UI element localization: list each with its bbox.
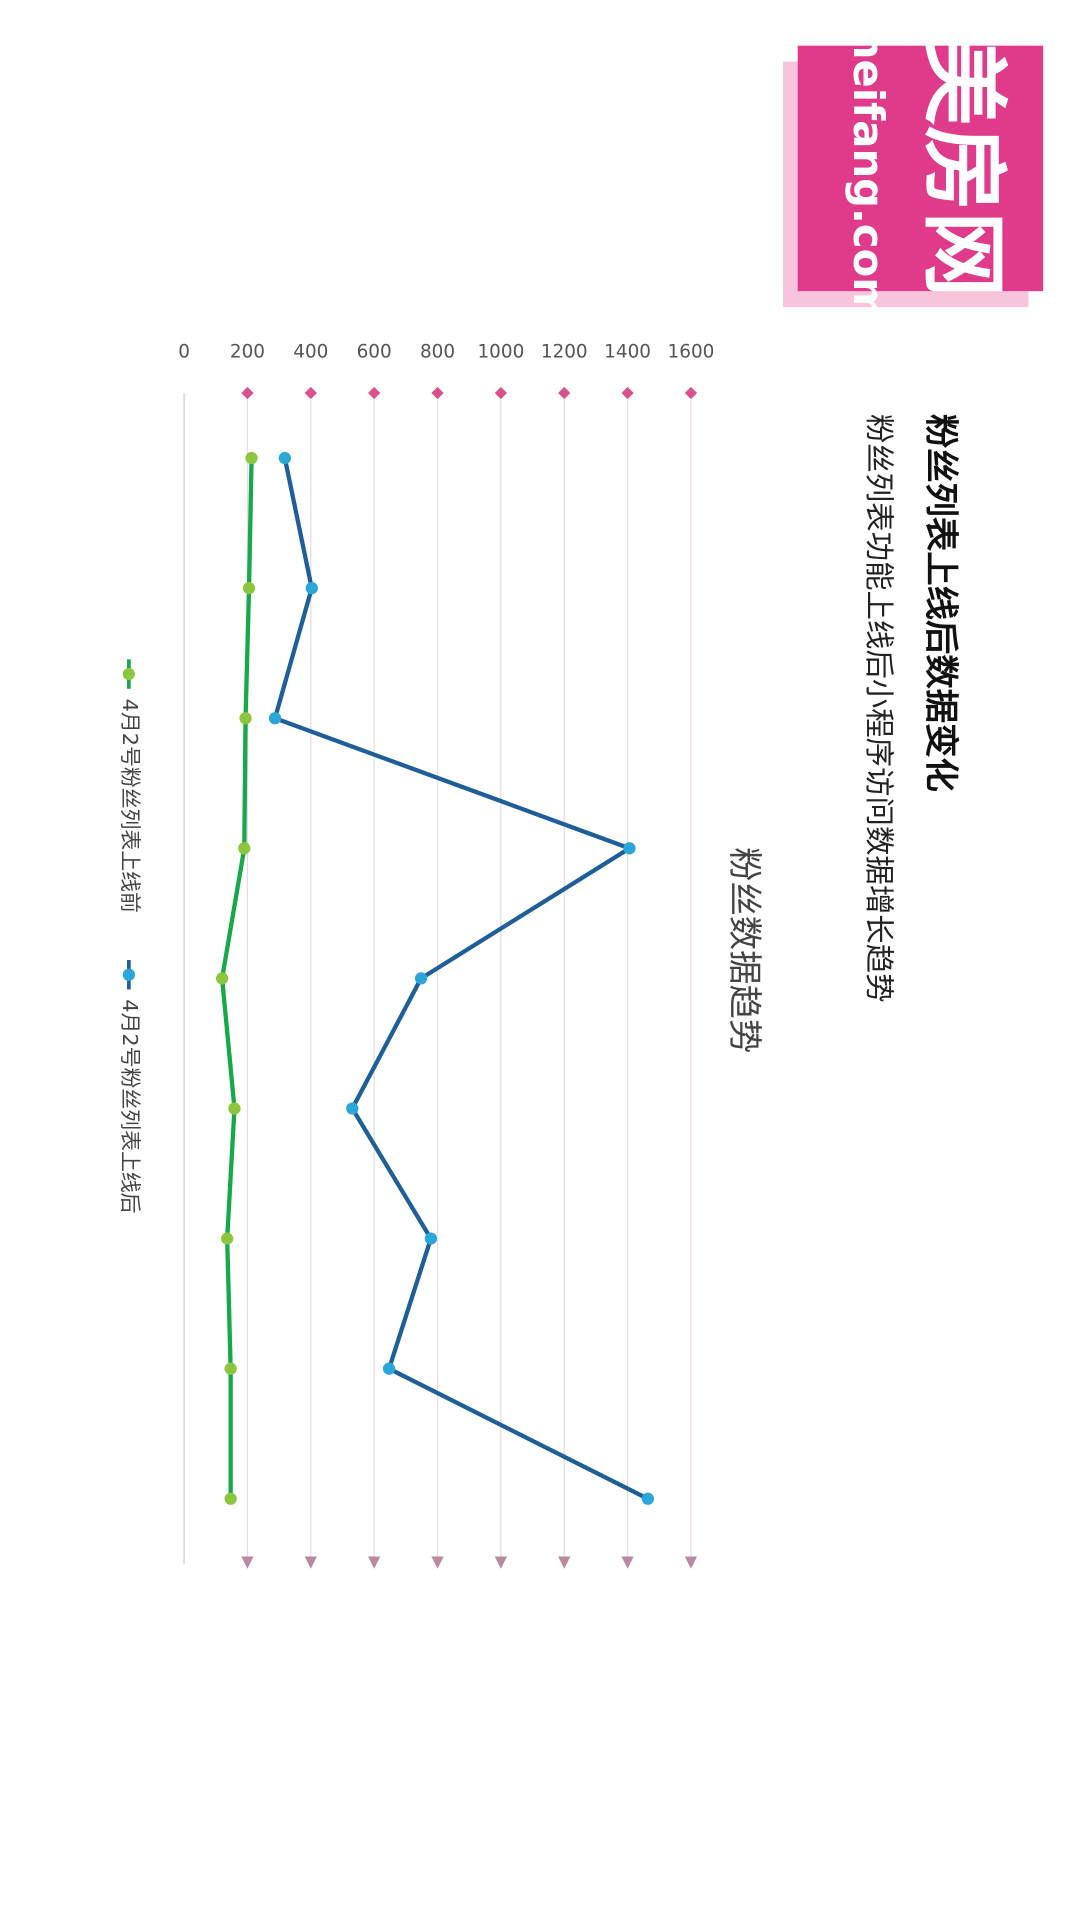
tick-diamond <box>494 386 508 400</box>
series-line <box>272 457 649 1501</box>
chart-title: 粉丝数据趋势 <box>724 847 764 1053</box>
y-tick-label: 800 <box>420 342 455 363</box>
logo-box <box>797 45 1044 292</box>
tick-diamond <box>684 386 698 400</box>
data-point <box>278 451 291 465</box>
tick-triangle <box>558 1556 571 1569</box>
data-point <box>414 972 428 985</box>
logo-name: 美房网 <box>913 40 1013 298</box>
y-tick-label: 0 <box>178 342 190 363</box>
tick-triangle <box>621 1556 634 1569</box>
data-point <box>641 1492 655 1505</box>
tick-diamond <box>241 386 254 400</box>
y-tick-label: 1200 <box>541 341 588 362</box>
y-tick-label: 1000 <box>477 342 524 363</box>
tick-triangle <box>431 1556 444 1569</box>
subtitle: 粉丝列表功能上线后小程序访问数据增长趋势 <box>862 414 896 1003</box>
tick-triangle <box>304 1556 317 1569</box>
data-point <box>242 581 256 595</box>
tick-diamond <box>431 386 444 400</box>
data-point <box>424 1232 438 1245</box>
data-point <box>305 581 318 595</box>
rotated-content: 美房网 meifang.com 粉丝列表上线后数据变化 粉丝列表功能上线后小程序… <box>118 16 1044 1569</box>
data-point <box>221 1232 234 1245</box>
tick-triangle <box>684 1556 698 1569</box>
legend-marker <box>122 968 135 981</box>
tick-diamond <box>304 386 317 400</box>
y-tick-label: 600 <box>357 342 392 363</box>
y-tick-label: 1400 <box>604 342 651 363</box>
data-point <box>623 842 636 855</box>
data-point <box>382 1362 396 1375</box>
data-point <box>224 1492 237 1505</box>
tick-diamond <box>368 386 381 400</box>
data-point <box>224 1362 237 1375</box>
tick-triangle <box>241 1556 254 1569</box>
data-point <box>346 1102 359 1115</box>
data-point <box>239 712 252 725</box>
tick-diamond <box>558 386 571 400</box>
title: 粉丝列表上线后数据变化 <box>920 414 960 792</box>
data-point <box>245 451 258 465</box>
y-tick-label: 1600 <box>668 342 715 363</box>
tick-triangle <box>368 1556 381 1569</box>
legend-marker <box>122 667 135 681</box>
logo-domain: meifang.com <box>844 16 893 321</box>
y-tick-label: 400 <box>293 342 328 363</box>
legend-label: 4月2号粉丝列表上线后 <box>118 999 142 1213</box>
data-point <box>215 972 229 985</box>
data-point <box>268 712 282 725</box>
y-tick-label: 200 <box>230 342 265 363</box>
data-point <box>228 1102 241 1115</box>
legend-label: 4月2号粉丝列表上线前 <box>118 699 142 913</box>
tick-triangle <box>494 1556 508 1569</box>
tick-diamond <box>621 386 634 400</box>
data-point <box>238 842 251 855</box>
